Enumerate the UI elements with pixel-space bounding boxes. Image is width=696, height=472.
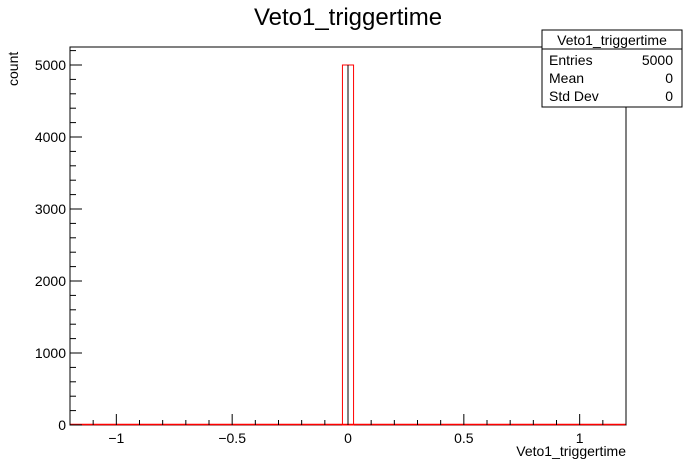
stats-stddev-value: 0	[665, 88, 673, 104]
stats-title: Veto1_triggertime	[557, 32, 667, 48]
y-tick-label: 0	[58, 417, 66, 433]
x-tick-label: 1	[576, 430, 584, 446]
x-axis-label: Veto1_triggertime	[516, 443, 626, 459]
x-axis-ticks: −1 −0.5 0 0.5 1	[69, 414, 627, 446]
y-tick-label: 4000	[35, 129, 66, 145]
histogram-bars	[70, 64, 626, 426]
y-tick-label: 3000	[35, 201, 66, 217]
x-tick-label: −1	[108, 430, 124, 446]
stats-entries-label: Entries	[549, 52, 593, 68]
stats-mean-value: 0	[665, 70, 673, 86]
x-tick-label: 0	[344, 430, 352, 446]
x-tick-label: −0.5	[218, 430, 246, 446]
stats-stddev-label: Std Dev	[549, 88, 599, 104]
y-tick-label: 5000	[35, 57, 66, 73]
stats-box: Veto1_triggertime Entries 5000 Mean 0 St…	[541, 29, 683, 108]
x-tick-label: 0.5	[454, 430, 474, 446]
stats-box-frame	[541, 29, 683, 108]
chart-title: Veto1_triggertime	[254, 4, 442, 31]
stats-entries-value: 5000	[642, 52, 673, 68]
stats-mean-label: Mean	[549, 70, 584, 86]
y-axis-label: count	[5, 52, 21, 86]
y-tick-label: 1000	[35, 345, 66, 361]
y-axis-ticks: 0 1000 2000 3000 4000 5000	[35, 50, 82, 433]
y-tick-label: 2000	[35, 273, 66, 289]
